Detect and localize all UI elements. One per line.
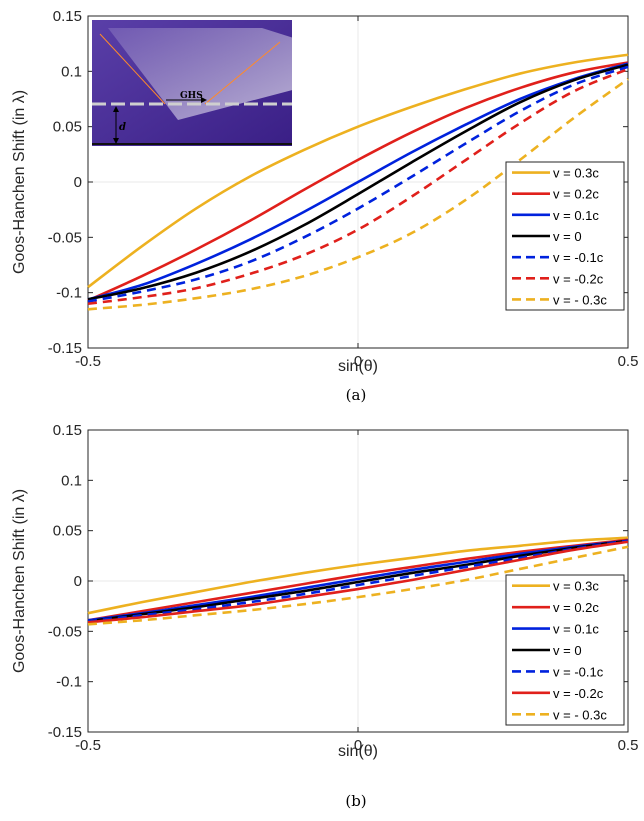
chart-panel-b: -0.15 -0.1 -0.05 0 0.05 0.1 0.15 -0.5 0 0.5 sin(θ)…: [11, 422, 638, 810]
series-line-4: [87, 65, 629, 303]
inset-prism: [108, 28, 300, 120]
y-tick-label: 0.1: [61, 472, 82, 489]
legend-label-1: v = 0.2c: [553, 187, 599, 202]
series-line-5: [87, 540, 629, 624]
x-axis-label: sin(θ): [338, 743, 378, 760]
legend-label-4: v = -0.1c: [553, 250, 604, 265]
y-tick-label: 0.1: [61, 63, 82, 80]
y-tick-label: -0.05: [48, 229, 82, 246]
legend-label-2: v = 0.1c: [553, 622, 599, 637]
y-tick-label: 0: [74, 573, 82, 590]
y-axis-label: Goos-Hanchen Shift (in λ): [11, 90, 28, 274]
y-tick-label: 0.05: [53, 119, 82, 136]
y-tick-label: 0.15: [53, 8, 82, 25]
legend-label-3: v = 0: [553, 643, 582, 658]
y-tick-label: 0.05: [53, 523, 82, 540]
series-line-0: [87, 53, 629, 289]
figure-caption: (a): [346, 386, 367, 404]
series-line-5: [87, 67, 629, 306]
legend-label-6: v = - 0.3c: [553, 707, 607, 722]
legend-label-4: v = -0.1c: [553, 664, 604, 679]
y-tick-label: -0.05: [48, 623, 82, 640]
y-tick-label: -0.1: [56, 285, 82, 302]
inset-d-arrowhead: [113, 138, 119, 144]
series-line-0: [87, 536, 629, 615]
y-tick-label: -0.15: [48, 340, 82, 357]
inset-ghs-label: GHS: [180, 91, 203, 101]
x-tick-label: 0: [354, 737, 362, 754]
x-tick-label: -0.5: [75, 737, 101, 754]
series-line-3: [87, 539, 629, 623]
series-line-2: [87, 62, 629, 301]
inset-reflected-ray: [204, 41, 281, 105]
series-line-6: [87, 545, 629, 626]
figure-caption: (b): [345, 792, 366, 810]
legend: v = 0.3c v = 0.2c v = 0.1c v = 0 v = -0.1c v …: [505, 574, 625, 726]
legend-label-5: v = -0.2c: [553, 271, 604, 286]
y-tick-label: 0.15: [53, 422, 82, 439]
series-line-4: [87, 539, 629, 623]
y-tick-label: -0.15: [48, 724, 82, 741]
inset-d-label: d: [119, 122, 126, 133]
legend: v = 0.3c v = 0.2c v = 0.1c v = 0 v = -0.1c v …: [505, 161, 625, 311]
legend-label-0: v = 0.3c: [553, 579, 599, 594]
series-line-1: [87, 538, 629, 622]
inset-ghs-arrowhead: [201, 97, 207, 103]
legend-label-2: v = 0.1c: [553, 208, 599, 223]
x-tick-label: 0: [354, 353, 362, 370]
inset-d-arrowhead: [113, 106, 119, 112]
legend-label-6: v = - 0.3c: [553, 292, 607, 307]
series-line-6: [87, 78, 629, 311]
inset-image: GHS d: [92, 20, 300, 146]
x-axis-label: sin(θ): [338, 358, 378, 375]
series-line-3: [87, 63, 629, 301]
legend-label-0: v = 0.3c: [553, 166, 599, 181]
chart-panel-a: -0.15 -0.1 -0.05 0 0.05 0.1 0.15 -0.5 0 0.5 sin(θ)…: [11, 8, 638, 404]
series-line-1: [87, 61, 629, 302]
y-axis-label: Goos-Hanchen Shift (in λ): [11, 489, 28, 673]
series-line-2: [87, 539, 629, 622]
y-tick-label: -0.1: [56, 674, 82, 691]
inset-incident-ray: [99, 33, 166, 105]
legend-label-5: v = -0.2c: [553, 686, 604, 701]
legend-label-3: v = 0: [553, 229, 582, 244]
x-tick-label: 0.5: [618, 353, 639, 370]
x-tick-label: 0.5: [618, 737, 639, 754]
y-tick-label: 0: [74, 174, 82, 191]
x-tick-label: -0.5: [75, 353, 101, 370]
legend-label-1: v = 0.2c: [553, 600, 599, 615]
